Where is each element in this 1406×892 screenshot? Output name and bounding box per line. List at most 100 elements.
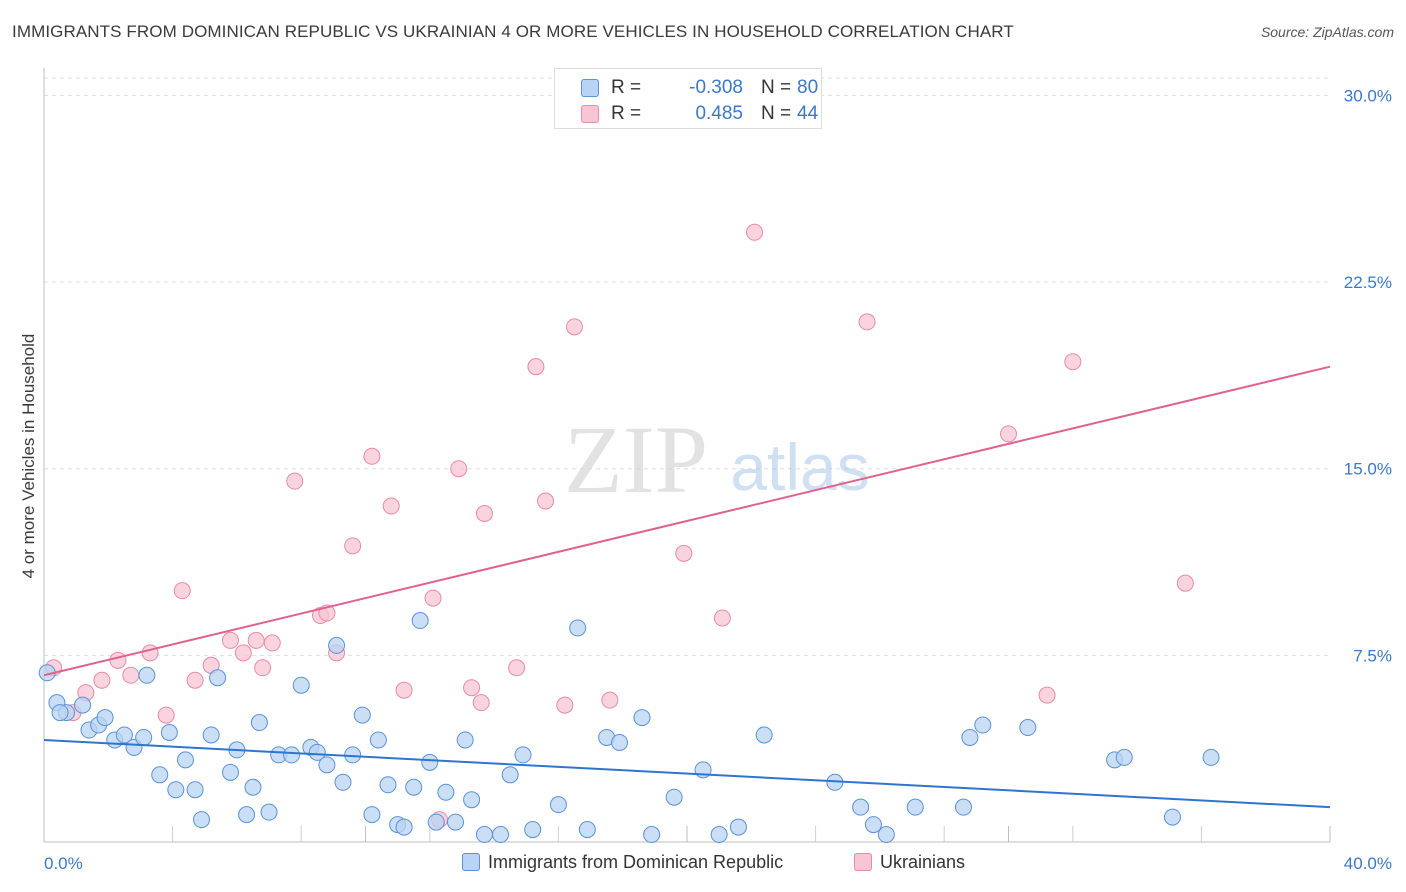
ukrainian-point: [565, 318, 583, 336]
dominican-point: [974, 716, 992, 734]
dominican-point: [456, 731, 474, 749]
dominican-point: [405, 778, 423, 796]
dominican-point: [549, 796, 567, 814]
dominican-point: [665, 788, 683, 806]
r-value: 0.485: [695, 103, 743, 124]
watermark-atlas: atlas: [730, 430, 869, 504]
dominican-point: [447, 813, 465, 831]
r-value: -0.308: [689, 77, 743, 98]
dominican-point: [186, 781, 204, 799]
ukrainian-point: [254, 659, 272, 677]
ukrainian-point: [382, 497, 400, 515]
dominican-point: [1115, 748, 1133, 766]
trend-lines: [43, 365, 1331, 809]
dominican-point: [221, 763, 239, 781]
n-label: N =: [761, 103, 792, 124]
dominican-point: [363, 806, 381, 824]
ukrainian-point: [173, 582, 191, 600]
ukrainian-point: [746, 223, 764, 241]
legend-item-ukrainians[interactable]: Ukrainians: [854, 852, 965, 876]
correlation-stats-box: R = -0.308 N = 80 R = 0.485 N = 44: [554, 68, 822, 129]
dominican-point: [202, 726, 220, 744]
dominican-point: [961, 728, 979, 746]
dominican-point: [610, 733, 628, 751]
ukrainian-point: [475, 505, 493, 523]
dominican-point: [643, 826, 661, 844]
n-label: N =: [761, 77, 792, 98]
ukrainian-point: [450, 460, 468, 478]
dominican-point: [96, 709, 114, 727]
ukrainian-point: [141, 644, 159, 662]
dominican-point: [1202, 748, 1220, 766]
dominican-point: [115, 726, 133, 744]
dominican-point: [437, 783, 455, 801]
dominican-point: [328, 636, 346, 654]
dominican-point: [710, 826, 728, 844]
dominican-point: [369, 731, 387, 749]
ukrainian-point: [424, 589, 442, 607]
legend-blue-swatch: [462, 853, 480, 871]
x-tick-label: 0.0%: [44, 854, 83, 873]
ukrainian-point: [713, 609, 731, 627]
dominican-point: [193, 811, 211, 829]
legend-label: Ukrainians: [880, 852, 966, 872]
ukrainian-point: [186, 671, 204, 689]
dominican-point: [151, 766, 169, 784]
source-credit: Source: ZipAtlas.com: [1260, 24, 1394, 40]
dominican-point: [492, 826, 510, 844]
dominican-point: [906, 798, 924, 816]
y-tick-label: 15.0%: [1344, 460, 1392, 479]
dominican-point: [292, 676, 310, 694]
dominican-point: [1163, 808, 1181, 826]
dominican-trendline: [43, 738, 1331, 809]
ukrainian-point: [1038, 686, 1056, 704]
ukrainian-point: [537, 492, 555, 510]
tick-labels: 7.5% 15.0% 22.5% 30.0% 0.0% 40.0%: [44, 86, 1392, 873]
dominican-point: [501, 766, 519, 784]
x-tick-label: 40.0%: [1344, 854, 1392, 873]
dominican-point: [1019, 719, 1037, 737]
dominican-point: [160, 724, 178, 742]
zipatlas-watermark: ZIP atlas: [564, 406, 870, 513]
dominican-point: [852, 798, 870, 816]
ukrainian-point: [472, 694, 490, 712]
dominican-point: [318, 756, 336, 774]
y-tick-label: 30.0%: [1344, 86, 1392, 105]
dominican-point: [260, 803, 278, 821]
axes: [43, 68, 1331, 843]
ukrainian-point: [247, 631, 265, 649]
n-value: 44: [797, 103, 819, 124]
watermark-zip: ZIP: [564, 406, 708, 513]
dominican-point: [877, 826, 895, 844]
dominican-point: [569, 619, 587, 637]
dominican-point: [411, 612, 429, 630]
dominican-point: [353, 706, 371, 724]
dominican-point: [755, 726, 773, 744]
ukrainian-point: [221, 631, 239, 649]
ukrainian-point: [363, 447, 381, 465]
dominican-point: [463, 791, 481, 809]
dominican-point: [514, 746, 532, 764]
ukrainian-point: [508, 659, 526, 677]
legend-label: Immigrants from Dominican Republic: [488, 852, 784, 872]
y-tick-label: 22.5%: [1344, 273, 1392, 292]
dominican-point: [421, 753, 439, 771]
pink-swatch: [581, 105, 599, 123]
dominican-point: [729, 818, 747, 836]
ukrainian-point: [1000, 425, 1017, 443]
dominican-point: [238, 806, 256, 824]
dominican-point: [167, 781, 185, 799]
ukrainian-point: [601, 691, 619, 709]
ukrainian-point: [263, 634, 281, 652]
ukrainian-point: [286, 472, 304, 490]
dominican-point: [74, 696, 92, 714]
ukrainian-point: [344, 537, 362, 555]
legend-item-dominican[interactable]: Immigrants from Dominican Republic: [462, 852, 783, 876]
dominican-point: [138, 666, 156, 684]
dominican-point: [633, 709, 651, 727]
dominican-point: [427, 813, 445, 831]
dominican-point: [379, 776, 397, 794]
dominican-point: [283, 746, 301, 764]
ukrainian-point: [93, 671, 111, 689]
